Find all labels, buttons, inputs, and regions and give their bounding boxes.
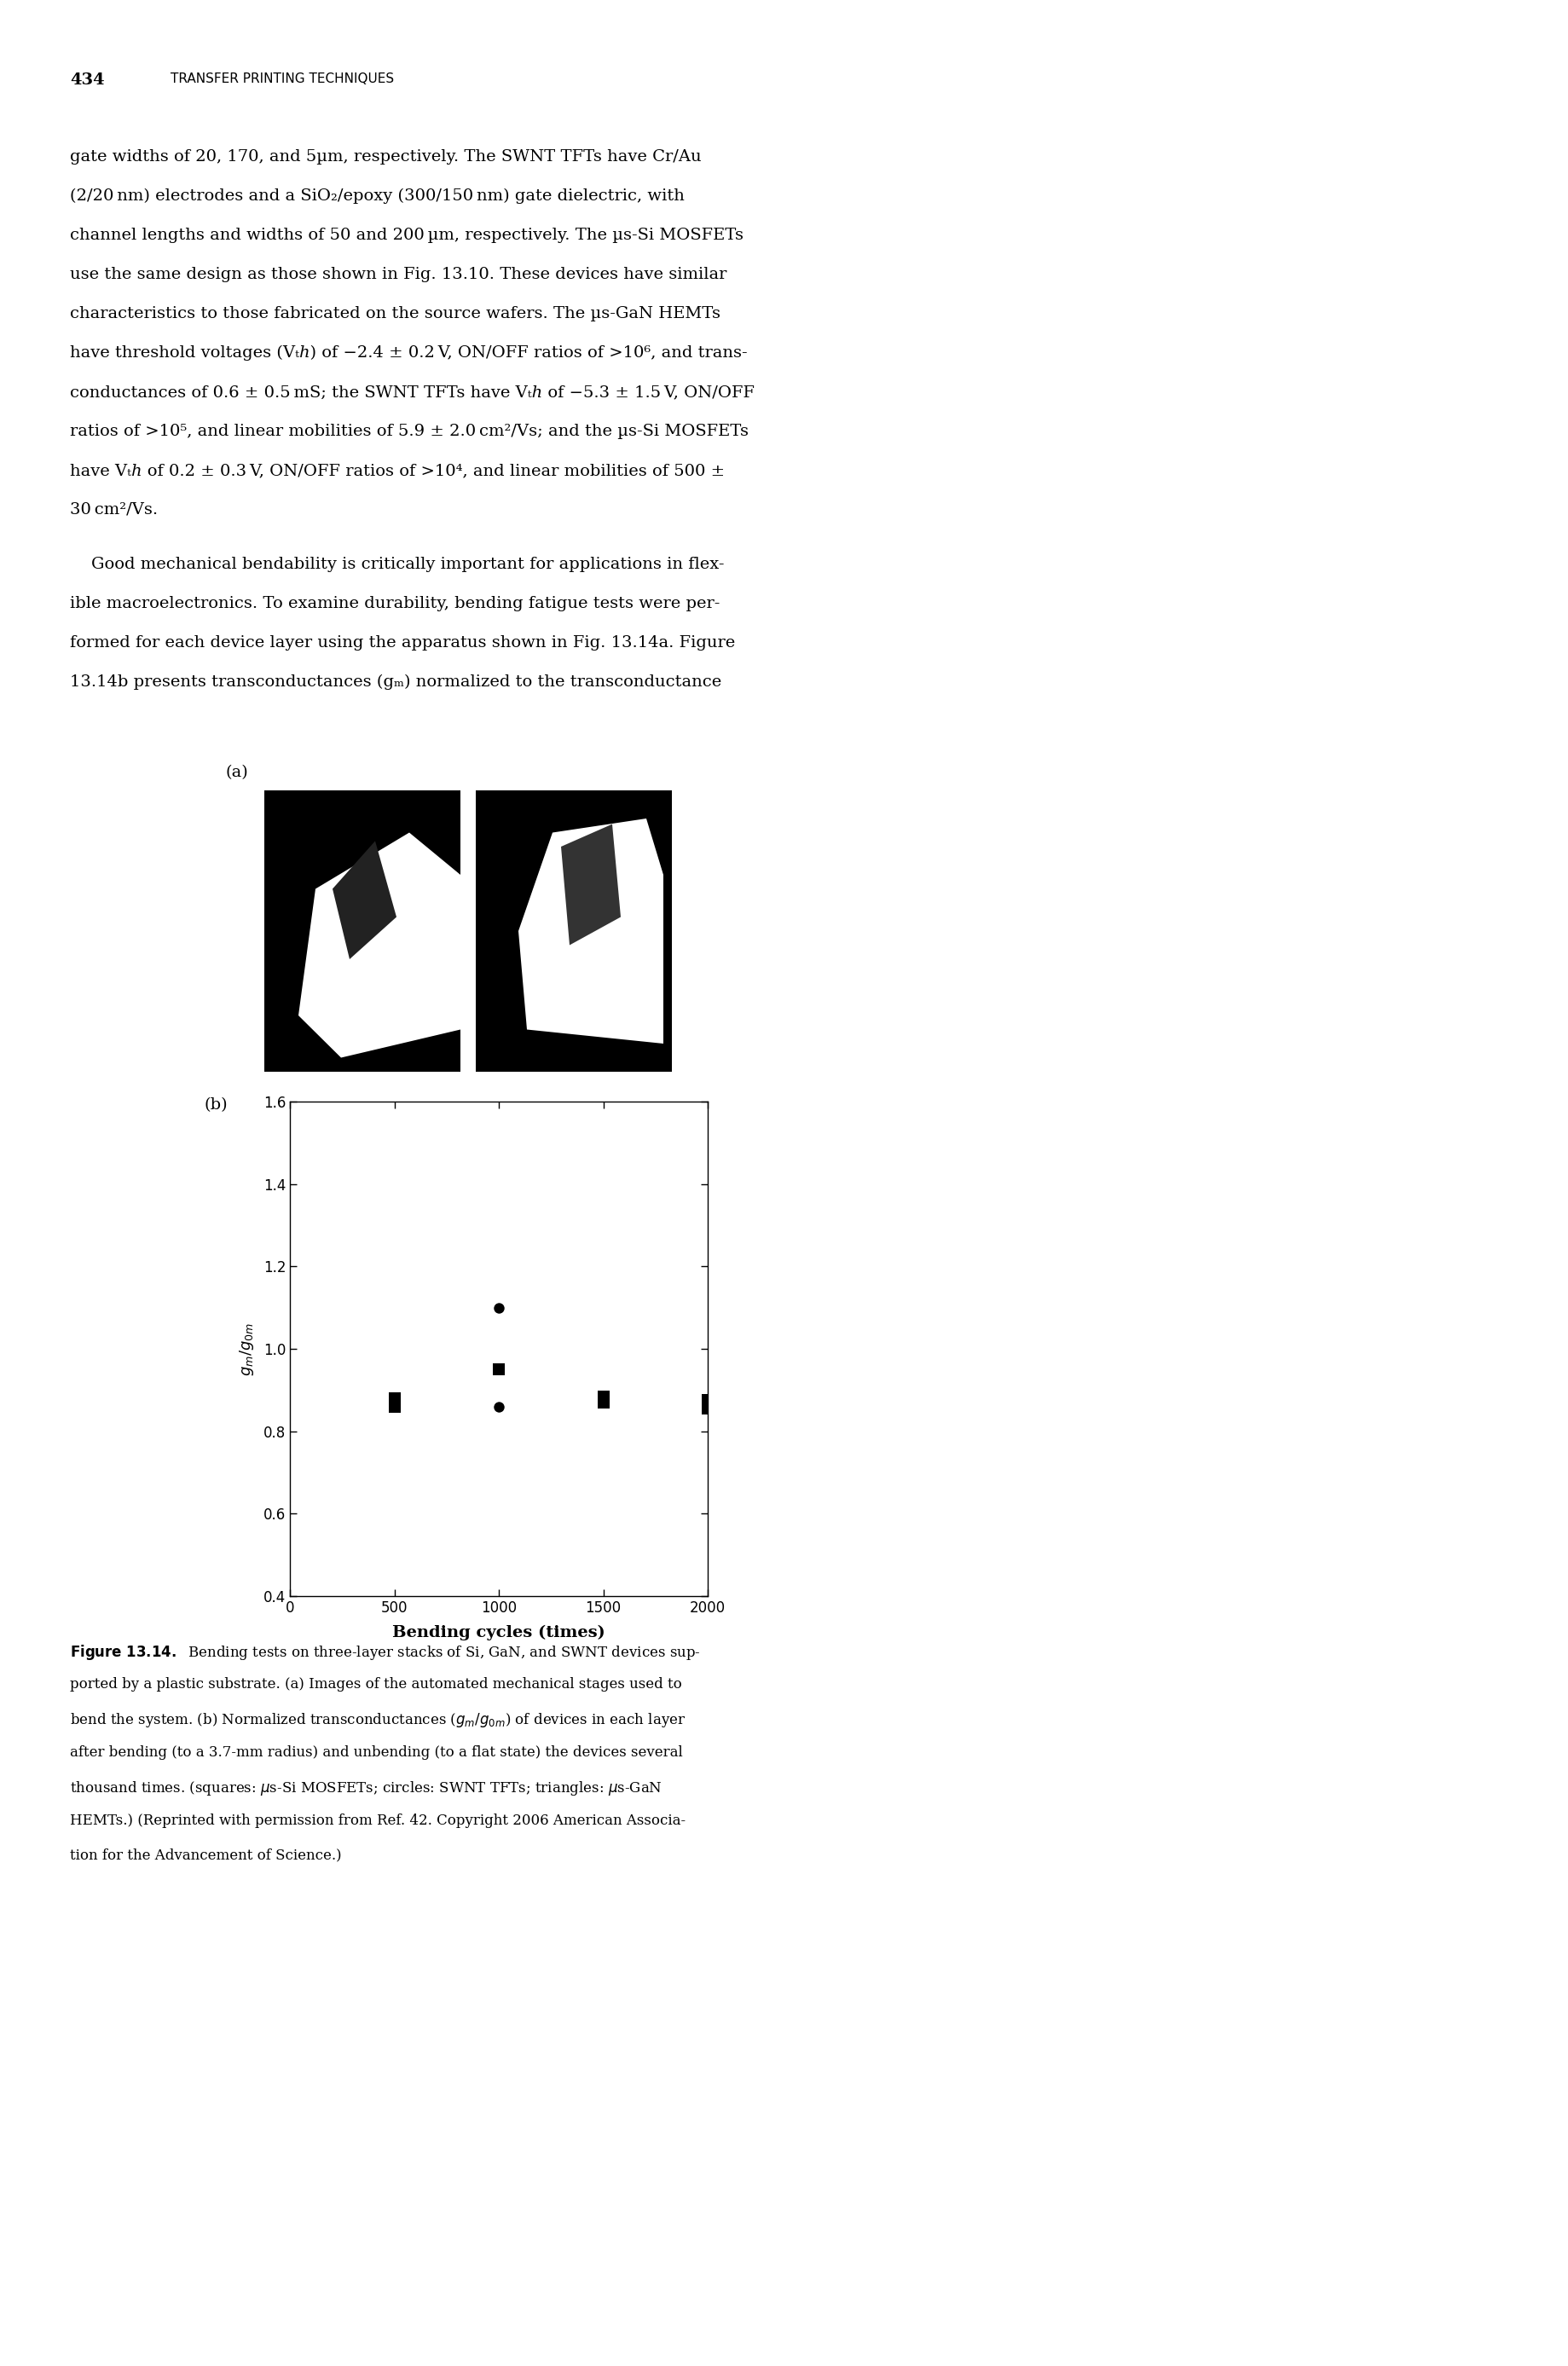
Polygon shape — [298, 833, 461, 1058]
Text: 13.14b presents transconductances (gₘ) normalized to the transconductance: 13.14b presents transconductances (gₘ) n… — [71, 674, 721, 691]
Point — [486, 1351, 511, 1389]
Text: 434: 434 — [71, 73, 105, 88]
Text: gate widths of 20, 170, and 5µm, respectively. The SWNT TFTs have Cr/Au: gate widths of 20, 170, and 5µm, respect… — [71, 149, 701, 166]
Text: tion for the Advancement of Science.): tion for the Advancement of Science.) — [71, 1848, 342, 1862]
Text: after bending (to a 3.7-mm radius) and unbending (to a flat state) the devices s: after bending (to a 3.7-mm radius) and u… — [71, 1746, 682, 1760]
Y-axis label: $\mathit{g}_{m}\mathit{/g}_{0m}$: $\mathit{g}_{m}\mathit{/g}_{0m}$ — [238, 1323, 256, 1375]
Text: have Vₜℎ of 0.2 ± 0.3 V, ON/OFF ratios of >10⁴, and linear mobilities of 500 ±: have Vₜℎ of 0.2 ± 0.3 V, ON/OFF ratios o… — [71, 464, 724, 478]
Text: ported by a plastic substrate. (a) Images of the automated mechanical stages use: ported by a plastic substrate. (a) Image… — [71, 1677, 682, 1692]
Text: characteristics to those fabricated on the source wafers. The µs-GaN HEMTs: characteristics to those fabricated on t… — [71, 305, 720, 322]
Point — [695, 1389, 720, 1427]
Text: (2/20 nm) electrodes and a SiO₂/epoxy (300/150 nm) gate dielectric, with: (2/20 nm) electrodes and a SiO₂/epoxy (3… — [71, 189, 685, 203]
Point — [381, 1384, 406, 1422]
Bar — [265, 790, 461, 1072]
Point — [695, 1382, 720, 1420]
Text: ible macroelectronics. To examine durability, bending fatigue tests were per-: ible macroelectronics. To examine durabi… — [71, 596, 720, 610]
Text: thousand times. (squares: $\mu$s-Si MOSFETs; circles: SWNT TFTs; triangles: $\mu: thousand times. (squares: $\mu$s-Si MOSF… — [71, 1779, 662, 1798]
Point — [381, 1379, 406, 1417]
Polygon shape — [561, 823, 621, 944]
Text: conductances of 0.6 ± 0.5 mS; the SWNT TFTs have Vₜℎ of −5.3 ± 1.5 V, ON/OFF: conductances of 0.6 ± 0.5 mS; the SWNT T… — [71, 386, 754, 400]
Text: have threshold voltages (Vₜℎ) of −2.4 ± 0.2 V, ON/OFF ratios of >10⁶, and trans-: have threshold voltages (Vₜℎ) of −2.4 ± … — [71, 345, 748, 362]
Point — [486, 1386, 511, 1424]
Text: HEMTs.) (Reprinted with permission from Ref. 42. Copyright 2006 American Associa: HEMTs.) (Reprinted with permission from … — [71, 1812, 685, 1829]
Text: use the same design as those shown in Fig. 13.10. These devices have similar: use the same design as those shown in Fi… — [71, 267, 726, 282]
Point — [591, 1377, 616, 1415]
Point — [381, 1386, 406, 1424]
Polygon shape — [332, 840, 397, 958]
X-axis label: Bending cycles (times): Bending cycles (times) — [392, 1625, 605, 1640]
Text: (b): (b) — [205, 1098, 229, 1112]
Polygon shape — [519, 819, 663, 1043]
Text: bend the system. (b) Normalized transconductances ($g_m/g_{0m}$) of devices in e: bend the system. (b) Normalized transcon… — [71, 1711, 685, 1730]
Point — [486, 1289, 511, 1327]
Text: ratios of >10⁵, and linear mobilities of 5.9 ± 2.0 cm²/Vs; and the µs-Si MOSFETs: ratios of >10⁵, and linear mobilities of… — [71, 424, 748, 440]
Text: 30 cm²/Vs.: 30 cm²/Vs. — [71, 502, 158, 518]
Text: channel lengths and widths of 50 and 200 µm, respectively. The µs-Si MOSFETs: channel lengths and widths of 50 and 200… — [71, 227, 743, 244]
Bar — [475, 790, 671, 1072]
Text: (a): (a) — [226, 764, 249, 781]
Text: TRANSFER PRINTING TECHNIQUES: TRANSFER PRINTING TECHNIQUES — [171, 73, 394, 85]
Text: Good mechanical bendability is critically important for applications in flex-: Good mechanical bendability is criticall… — [71, 556, 724, 573]
Point — [591, 1384, 616, 1422]
Point — [591, 1384, 616, 1422]
Text: $\mathbf{Figure\ 13.14.}$  Bending tests on three-layer stacks of Si, GaN, and S: $\mathbf{Figure\ 13.14.}$ Bending tests … — [71, 1642, 701, 1661]
Text: formed for each device layer using the apparatus shown in Fig. 13.14a. Figure: formed for each device layer using the a… — [71, 634, 735, 651]
